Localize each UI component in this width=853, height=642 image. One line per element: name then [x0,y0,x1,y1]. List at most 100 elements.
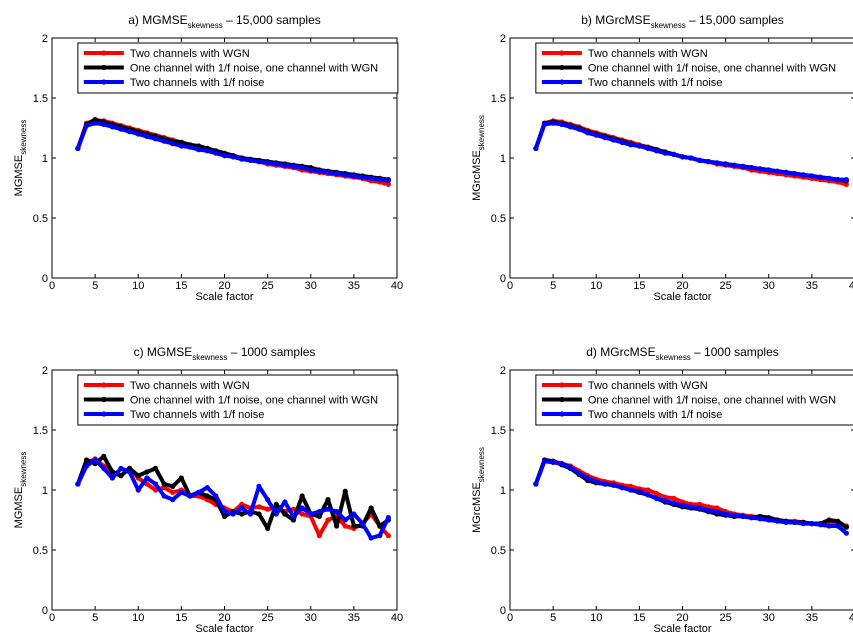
legend-label: Two channels with 1/f noise [130,77,265,89]
x-tick-label: 0 [49,280,55,292]
x-tick-label: 40 [391,280,403,292]
title-part: skewness [188,21,223,30]
x-tick-label: 35 [348,280,360,292]
x-tick-label: 30 [763,612,775,624]
y-tick-label: 0.5 [491,213,506,225]
x-tick-label: 40 [849,612,853,624]
x-axis-label: Scale factor [195,623,253,635]
x-tick-label: 25 [262,612,274,624]
y-tick-label: 1.5 [33,425,48,437]
y-tick-label: 1 [42,153,48,165]
y-tick-label: 2 [500,365,506,377]
ylabel-part: MGMSE [13,487,25,529]
x-tick-label: 10 [590,280,602,292]
x-tick-label: 20 [218,280,230,292]
x-tick-label: 15 [175,280,187,292]
legend-label: One channel with 1/f noise, one channel … [588,395,836,407]
ylabel-part: skewness [19,120,28,155]
x-tick-label: 20 [676,612,688,624]
y-tick-label: 1.5 [491,93,506,105]
x-tick-label: 5 [92,612,98,624]
x-tick-label: 25 [262,280,274,292]
y-tick-label: 0 [500,605,506,617]
legend-label: One channel with 1/f noise, one channel … [130,63,378,75]
x-tick-label: 30 [305,612,317,624]
x-tick-label: 5 [550,280,556,292]
x-tick-label: 20 [218,612,230,624]
legend-label: Two channels with WGN [588,380,708,392]
legend-label: Two channels with 1/f noise [130,409,265,421]
subplot-title: c) MGMSEskewness – 1000 samples [134,345,316,362]
ylabel-part: MGrcMSE [471,482,483,533]
y-tick-label: 2 [500,33,506,45]
subplot: c) MGMSEskewness – 1000 samplesMGMSEskew… [13,345,403,635]
x-axis-label: Scale factor [195,291,253,303]
x-tick-label: 10 [132,280,144,292]
legend-label: Two channels with 1/f noise [588,409,723,421]
x-tick-label: 0 [507,280,513,292]
x-tick-label: 25 [720,612,732,624]
y-tick-label: 0 [500,273,506,285]
subplot: d) MGrcMSEskewness – 1000 samplesMGrcMSE… [471,345,853,635]
ylabel-part: skewness [477,447,486,482]
ylabel-part: skewness [477,115,486,150]
ylabel-part: MGrcMSE [471,150,483,201]
y-tick-label: 2 [42,365,48,377]
x-tick-label: 30 [763,280,775,292]
title-part: – 15,000 samples [686,13,784,27]
subplot: a) MGMSEskewness – 15,000 samplesMGMSEsk… [13,13,403,303]
title-part: d) MGrcMSE [586,345,655,359]
x-axis-label: Scale factor [653,291,711,303]
title-part: – 1000 samples [691,345,779,359]
title-part: skewness [651,21,686,30]
x-tick-label: 5 [550,612,556,624]
legend-box [535,42,853,94]
legend-label: One channel with 1/f noise, one channel … [130,395,378,407]
x-tick-label: 15 [175,612,187,624]
title-part: – 1000 samples [227,345,315,359]
series-line [75,120,391,184]
x-tick-label: 5 [92,280,98,292]
y-tick-label: 1 [500,485,506,497]
title-part: skewness [192,353,227,362]
x-tick-label: 10 [132,612,144,624]
legend-label: Two channels with WGN [588,48,708,60]
y-tick-label: 0.5 [491,545,506,557]
x-tick-label: 0 [49,612,55,624]
title-part: a) MGMSE [128,13,187,27]
x-tick-label: 15 [633,280,645,292]
x-tick-label: 35 [806,612,818,624]
y-axis-label: MGMSEskewness [13,452,28,529]
legend-box [535,374,853,426]
legend-box [77,42,399,94]
y-axis-label: MGrcMSEskewness [471,115,486,201]
x-tick-label: 0 [507,612,513,624]
x-tick-label: 40 [849,280,853,292]
y-tick-label: 1 [500,153,506,165]
title-part: b) MGrcMSE [581,13,650,27]
legend-label: One channel with 1/f noise, one channel … [588,63,836,75]
subplot-title: d) MGrcMSEskewness – 1000 samples [586,345,779,362]
x-tick-label: 25 [720,280,732,292]
x-tick-label: 15 [633,612,645,624]
series-line [75,457,391,541]
x-tick-label: 30 [305,280,317,292]
y-axis-label: MGrcMSEskewness [471,447,486,533]
x-tick-label: 20 [676,280,688,292]
title-part: skewness [656,353,691,362]
subplot: b) MGrcMSEskewness – 15,000 samplesMGrcM… [471,13,853,303]
y-tick-label: 0.5 [33,213,48,225]
y-tick-label: 1.5 [33,93,48,105]
ylabel-part: MGMSE [13,155,25,197]
series-line [533,457,849,529]
y-tick-label: 0 [42,273,48,285]
series-line [533,457,849,530]
y-tick-label: 0 [42,605,48,617]
x-tick-label: 35 [806,280,818,292]
y-tick-label: 1.5 [491,425,506,437]
y-axis-label: MGMSEskewness [13,120,28,197]
x-tick-label: 10 [590,612,602,624]
legend-label: Two channels with WGN [130,380,250,392]
y-tick-label: 1 [42,485,48,497]
